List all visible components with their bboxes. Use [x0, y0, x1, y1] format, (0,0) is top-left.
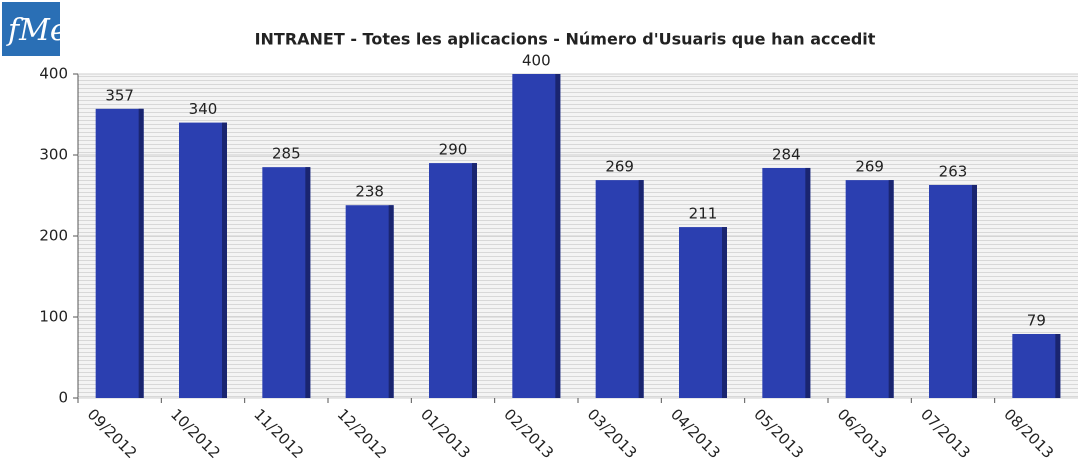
x-tick-label: 01/2013 — [417, 405, 474, 462]
x-tick-label: 12/2012 — [334, 405, 391, 462]
value-label: 211 — [689, 205, 718, 223]
bar — [762, 167, 811, 398]
chart-title: INTRANET - Totes les aplicacions - Númer… — [255, 30, 876, 49]
x-tick-label: 02/2013 — [500, 405, 557, 462]
bar — [179, 122, 227, 398]
logo: fMe — [6, 13, 68, 48]
x-tick-label: 11/2012 — [250, 405, 307, 462]
x-tick-label: 10/2012 — [167, 405, 224, 462]
logo-box — [2, 2, 60, 56]
value-label: 269 — [855, 158, 884, 176]
bar — [512, 74, 561, 398]
bar — [95, 108, 144, 398]
bar — [595, 180, 644, 398]
x-tick-label: 06/2013 — [834, 405, 891, 462]
value-label: 238 — [355, 183, 384, 201]
x-tick-label: 08/2013 — [1000, 405, 1057, 462]
y-tick-label: 400 — [39, 65, 68, 83]
value-label: 269 — [605, 158, 634, 176]
y-tick-label: 200 — [39, 227, 68, 245]
bar — [345, 205, 394, 398]
bar — [429, 163, 477, 398]
value-label: 263 — [939, 162, 968, 180]
value-label: 357 — [105, 86, 134, 104]
bar — [845, 180, 894, 398]
y-tick-label: 300 — [39, 146, 68, 164]
x-tick-label: 03/2013 — [584, 405, 641, 462]
bar — [679, 227, 727, 398]
bar — [929, 184, 977, 398]
bar — [1012, 334, 1061, 398]
y-tick-label: 0 — [58, 389, 68, 407]
bar — [262, 167, 311, 398]
value-label: 284 — [772, 145, 801, 163]
value-label: 400 — [522, 52, 551, 70]
value-label: 340 — [189, 100, 218, 118]
x-tick-label: 05/2013 — [750, 405, 807, 462]
value-label: 285 — [272, 145, 301, 163]
x-tick-label: 07/2013 — [917, 405, 974, 462]
x-tick-label: 09/2012 — [84, 405, 141, 462]
value-label: 79 — [1027, 312, 1046, 330]
x-tick-label: 04/2013 — [667, 405, 724, 462]
y-tick-label: 100 — [39, 308, 68, 326]
value-label: 290 — [439, 141, 468, 159]
